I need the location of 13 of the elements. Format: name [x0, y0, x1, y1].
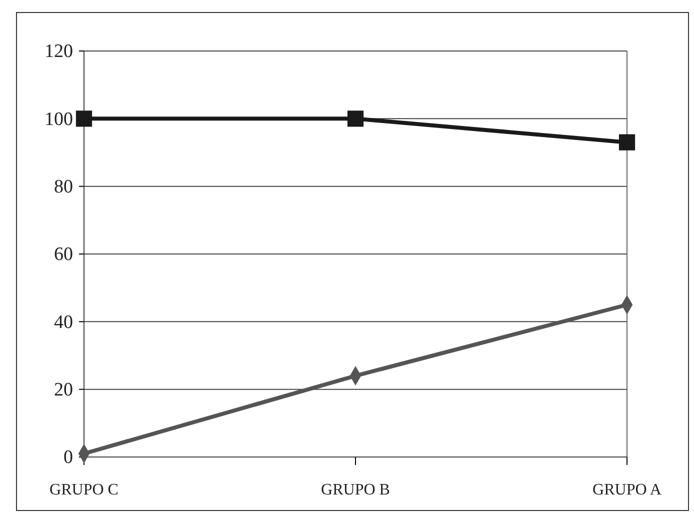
x-tick-label: GRUPO B	[321, 481, 390, 498]
y-tick-label: 20	[54, 379, 73, 400]
x-tick-label: GRUPO C	[50, 481, 118, 498]
y-tick-label: 0	[64, 447, 73, 468]
point	[76, 110, 92, 127]
y-tick-label: 120	[44, 41, 73, 62]
point	[347, 110, 364, 127]
y-tick-label: 60	[54, 244, 73, 266]
point	[618, 134, 636, 150]
x-tick-label: GRUPO A	[592, 481, 662, 498]
y-tick-label: 100	[44, 108, 73, 130]
y-tick-label: 80	[54, 176, 73, 198]
y-tick-label: 40	[54, 312, 73, 333]
